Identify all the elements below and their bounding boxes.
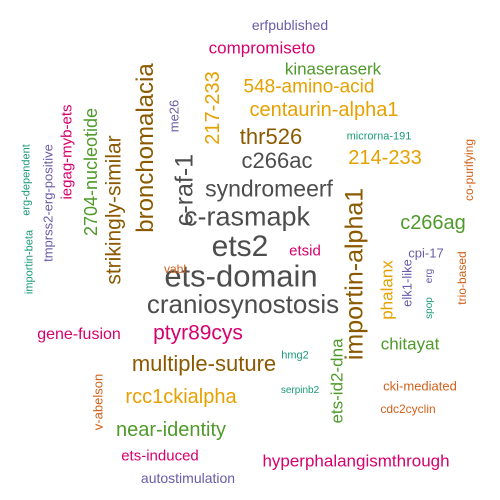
cloud-word: strikingly-similar	[102, 135, 126, 285]
cloud-word: erg-dependent	[20, 144, 33, 216]
cloud-word: ptyr89cys	[153, 321, 243, 345]
cloud-word: chitayat	[380, 334, 440, 354]
cloud-word: iegag-myb-ets	[58, 104, 76, 200]
cloud-word: c266ac	[241, 148, 313, 173]
cloud-word: importin-alpha1	[340, 187, 369, 361]
cloud-word: vabl	[163, 262, 187, 276]
cloud-word: gene-fusion	[37, 326, 121, 343]
cloud-word: c-rasmapk	[183, 201, 311, 232]
cloud-word: autostimulation	[140, 470, 236, 486]
cloud-word: thr526	[239, 124, 303, 149]
cloud-word: microrna-191	[346, 130, 412, 143]
cloud-word: 217-233	[202, 71, 224, 145]
cloud-word: multiple-suture	[131, 351, 277, 376]
cloud-word: trio-based	[455, 251, 469, 305]
cloud-word: importin-beta	[23, 229, 36, 295]
cloud-word: 548-amino-acid	[243, 76, 375, 98]
cloud-word: compromiseto	[208, 38, 316, 58]
cloud-word: craniosynostosis	[146, 289, 340, 319]
cloud-word: ets2	[211, 230, 269, 263]
cloud-word: v-abelson	[90, 373, 106, 431]
cloud-word: c266ag	[400, 212, 466, 234]
cloud-word: cki-mediated	[383, 378, 457, 394]
cloud-word: 2704-nucleotide	[81, 107, 101, 237]
cloud-word: kinaseraserk	[284, 59, 382, 79]
cloud-word: bronchomalacia	[132, 63, 159, 233]
cloud-word: c-raf-1	[170, 153, 199, 227]
cloud-word: spop	[424, 297, 435, 319]
cloud-word: erg	[424, 268, 435, 284]
cloud-word: cpi-17	[408, 245, 444, 261]
cloud-word: near-identity	[115, 419, 227, 441]
cloud-word: centaurin-alpha1	[249, 99, 399, 121]
cloud-word: cdc2cyclin	[380, 402, 436, 416]
cloud-word: ets-id2-dna	[327, 338, 347, 424]
cloud-word: co-purifying	[462, 138, 476, 202]
cloud-word: erfpublished	[251, 17, 329, 33]
cloud-word: ets-induced	[121, 447, 199, 465]
cloud-word: phalanx	[377, 260, 397, 320]
cloud-word: serpinb2	[280, 385, 320, 396]
cloud-word: 214-233	[348, 147, 422, 169]
cloud-word: elk1-like	[399, 259, 415, 307]
cloud-word: rcc1ckialpha	[125, 386, 237, 408]
cloud-word: syndromeerf	[205, 175, 333, 202]
cloud-word: ets-domain	[164, 258, 318, 294]
cloud-word: etsid	[289, 242, 321, 260]
cloud-word: hyperphalangismthrough	[262, 451, 450, 471]
cloud-word: me26	[166, 99, 182, 133]
cloud-word: hmg2	[281, 349, 309, 362]
cloud-word: tmprss2-erg-positive	[40, 144, 56, 262]
